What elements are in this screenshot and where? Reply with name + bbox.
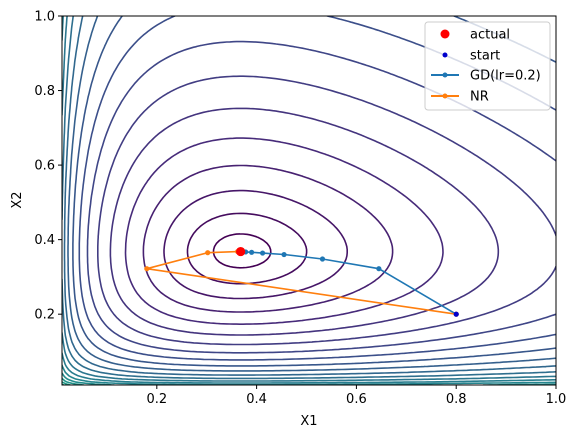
x-tick-label: 0.6 xyxy=(346,392,367,407)
contour-line xyxy=(72,16,556,367)
legend-nr-marker xyxy=(442,93,448,99)
y-tick-label: 0.8 xyxy=(34,84,55,99)
x-axis-ticks: 0.2 0.4 0.6 0.8 1.0 xyxy=(146,385,566,407)
contour-line xyxy=(212,233,272,269)
gd-lr-0-2-path-point xyxy=(319,256,326,262)
legend-box xyxy=(424,21,551,111)
legend-actual-marker xyxy=(440,29,450,39)
gd-lr-0-2-path-point xyxy=(376,266,382,272)
optimization-paths xyxy=(144,246,459,317)
nr-path-point xyxy=(205,250,211,256)
start-point xyxy=(453,311,459,317)
contour-line xyxy=(109,107,500,336)
gd-lr-0-2-path-point xyxy=(281,251,287,258)
y-tick-label: 0.4 xyxy=(34,233,55,248)
contour-line xyxy=(62,16,556,382)
contour-line xyxy=(78,16,556,361)
contour-line xyxy=(124,137,444,325)
contour-line xyxy=(63,16,556,376)
contour-line xyxy=(62,16,556,380)
x-tick-label: 1.0 xyxy=(546,392,567,407)
legend: actual start GD(lr=0.2) NR xyxy=(424,21,551,111)
contour-line xyxy=(67,16,556,372)
y-tick-label: 0.2 xyxy=(34,308,55,323)
x-axis-label: X1 xyxy=(300,414,317,429)
legend-gd-marker xyxy=(442,72,448,78)
y-tick-label: 0.6 xyxy=(34,159,55,174)
plot-frame xyxy=(61,15,557,386)
gd-lr-0-2-path-point xyxy=(249,249,255,255)
gd-lr-0-2-path-point xyxy=(259,250,266,256)
y-axis-label: X2 xyxy=(10,191,25,208)
contour-line xyxy=(142,164,394,313)
contour-line xyxy=(163,189,348,300)
legend-actual-label: actual xyxy=(470,28,510,43)
actual-point xyxy=(236,246,246,257)
contour-line xyxy=(97,75,556,346)
x-tick-label: 0.2 xyxy=(146,392,167,407)
y-tick-label: 1.0 xyxy=(34,10,55,25)
contour-lines xyxy=(62,16,556,385)
legend-start-marker xyxy=(442,52,448,58)
y-axis-ticks: 0.2 0.4 0.6 0.8 1.0 xyxy=(34,10,62,323)
x-tick-label: 0.4 xyxy=(246,392,267,407)
legend-gd-label: GD(lr=0.2) xyxy=(470,69,541,84)
x-tick-label: 0.8 xyxy=(446,392,467,407)
legend-start-label: start xyxy=(470,49,500,64)
nr-path-point xyxy=(144,266,150,272)
contour-line xyxy=(62,16,556,384)
legend-nr-label: NR xyxy=(470,90,489,105)
